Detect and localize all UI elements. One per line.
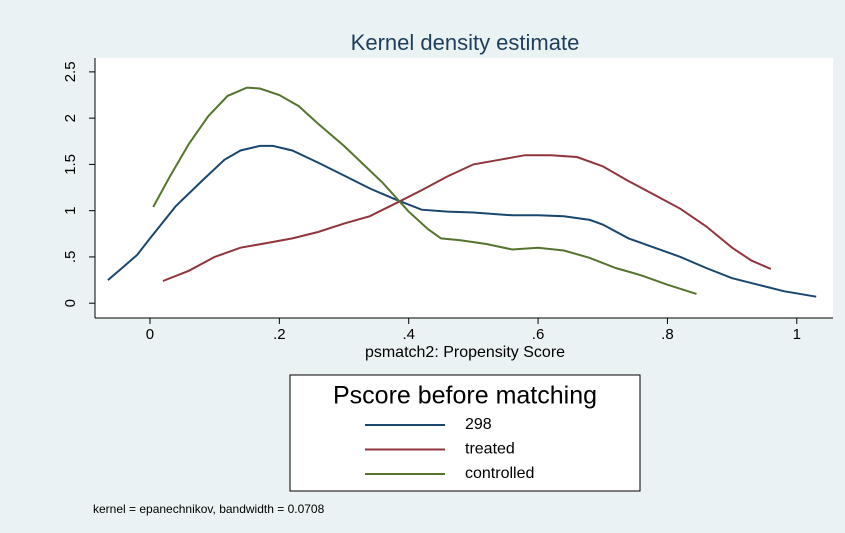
x-axis-label: psmatch2: Propensity Score	[365, 344, 565, 361]
note: kernel = epanechnikov, bandwidth = 0.070…	[93, 502, 325, 516]
y-tick-label: .5	[62, 251, 79, 264]
x-tick-label: .2	[273, 326, 286, 343]
chart-title: Kernel density estimate	[351, 30, 580, 55]
legend-label: 298	[465, 416, 492, 433]
x-tick-label: .4	[402, 326, 415, 343]
x-tick-label: 0	[146, 326, 154, 343]
y-tick-label: 2.5	[62, 61, 79, 82]
x-tick-label: .6	[532, 326, 545, 343]
y-tick-label: 0	[62, 299, 79, 307]
y-tick-label: 2	[62, 114, 79, 122]
series-line	[152, 86, 697, 295]
series-line	[162, 154, 772, 282]
legend-title: Pscore before matching	[333, 382, 597, 410]
series-line	[107, 144, 817, 298]
plot-area	[95, 58, 833, 318]
legend-label: controlled	[465, 465, 534, 482]
x-tick-label: 1	[793, 326, 801, 343]
y-tick-label: 1.5	[62, 154, 79, 175]
legend-box	[289, 374, 641, 492]
y-tick-label: 1	[62, 206, 79, 214]
legend-label: treated	[465, 441, 515, 458]
x-tick-label: .8	[661, 326, 674, 343]
